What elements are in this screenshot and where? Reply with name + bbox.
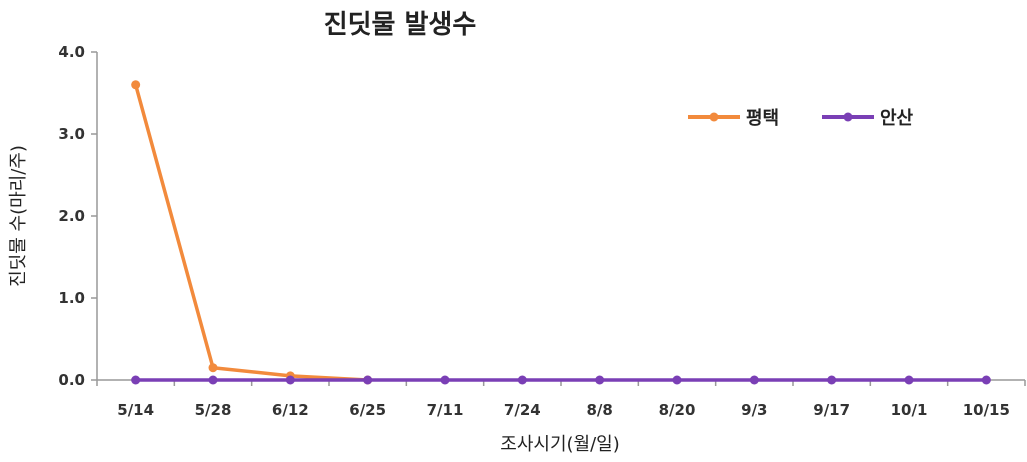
x-tick-label: 6/25 [349,401,386,419]
legend-label-pyeongtaek: 평택 [746,108,779,129]
series-point-0 [131,80,141,90]
series-line-0 [133,84,368,382]
x-tick-label: 7/11 [427,401,464,419]
series-point-1 [981,375,991,385]
legend-label-ansan: 안산 [880,108,914,129]
x-tick-label: 10/15 [963,401,1010,419]
y-tick-label: 1.0 [58,289,85,307]
x-axis-label: 조사시기(월/일) [500,434,619,455]
x-tick-label: 9/17 [813,401,850,419]
series-point-1 [363,375,373,385]
x-tick-label: 8/8 [586,401,612,419]
series-layer [131,80,991,385]
series-point-1 [595,375,605,385]
legend-item-ansan: 안산 [822,108,914,129]
legend: 평택 안산 [688,108,914,129]
x-tick-label: 10/1 [891,401,928,419]
x-tick-label: 5/14 [117,401,154,419]
legend-item-pyeongtaek: 평택 [688,108,779,129]
x-tick-label: 5/28 [195,401,232,419]
series-point-0 [208,363,218,373]
series-point-1 [749,375,759,385]
legend-marker-pyeongtaek [709,112,719,122]
x-tick-label: 9/3 [741,401,767,419]
series-point-1 [440,375,450,385]
series-point-1 [131,375,141,385]
y-axis-label: 진딧물 수(마리/주) [8,145,29,287]
series-point-1 [904,375,914,385]
chart-title: 진딧물 발생수 [324,10,477,40]
y-tick-label: 3.0 [58,125,85,143]
series-point-1 [672,375,682,385]
y-tick-label: 2.0 [58,207,85,225]
series-point-1 [285,375,295,385]
x-tick-label: 8/20 [659,401,696,419]
axes [96,52,1025,381]
y-tick-label: 4.0 [58,43,85,61]
series-point-1 [517,375,527,385]
y-tick-label: 0.0 [58,371,85,389]
x-axis-ticks: 5/14 5/28 6/12 6/25 7/11 7/24 8/8 8/20 9/3 9/17 10… [96,380,1026,419]
y-axis-ticks: 0.0 1.0 2.0 3.0 4.0 [58,43,97,389]
series-point-1 [208,375,218,385]
x-tick-label: 7/24 [504,401,541,419]
x-tick-label: 6/12 [272,401,309,419]
legend-marker-ansan [843,112,853,122]
series-point-1 [827,375,837,385]
